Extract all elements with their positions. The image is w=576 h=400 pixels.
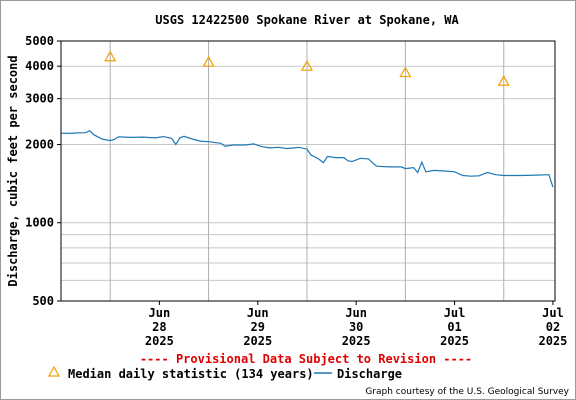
median-marker [300, 59, 313, 71]
x-tick-label: Jun [345, 306, 367, 320]
y-axis-ticks: 500 1000 2000 3000 4000 5000 [25, 34, 61, 308]
x-tick-label: Jul [444, 306, 466, 320]
y-tick-label: 1000 [25, 216, 54, 230]
x-tick-label: 2025 [538, 334, 567, 348]
y-tick-label: 5000 [25, 34, 54, 48]
chart-title: USGS 12422500 Spokane River at Spokane, … [155, 13, 459, 27]
plot-border [60, 40, 556, 302]
legend-label-median: Median daily statistic (134 years) [68, 367, 314, 381]
x-tick-label: Jun [247, 306, 269, 320]
y-tick-label: 3000 [25, 92, 54, 106]
median-marker [104, 50, 117, 62]
x-tick-label: 01 [447, 320, 461, 334]
y-axis-label: Discharge, cubic feet per second [6, 55, 20, 286]
plot-area [61, 41, 555, 301]
grid [61, 41, 555, 301]
x-axis-ticks: Jun282025Jun292025Jun302025Jul012025Jul0… [145, 301, 567, 348]
median-marker [497, 75, 510, 86]
median-marker [399, 66, 412, 78]
x-tick-label: 28 [152, 320, 166, 334]
x-tick-label: 2025 [440, 334, 469, 348]
x-tick-label: 30 [349, 320, 363, 334]
x-tick-label: 02 [546, 320, 560, 334]
x-tick-label: Jun [149, 306, 171, 320]
legend: Median daily statistic (134 years) Discha… [47, 365, 402, 381]
series-layer [60, 50, 554, 188]
x-tick-label: Jul [542, 306, 564, 320]
provisional-note: ---- Provisional Data Subject to Revisio… [140, 352, 472, 366]
discharge-line [60, 129, 554, 188]
legend-label-discharge: Discharge [337, 367, 402, 381]
median-marker [202, 55, 215, 67]
y-tick-label: 2000 [25, 137, 54, 151]
x-tick-label: 2025 [243, 334, 272, 348]
y-tick-label: 500 [32, 294, 54, 308]
x-tick-label: 2025 [145, 334, 174, 348]
credit-text: Graph courtesy of the U.S. Geological Su… [365, 387, 569, 397]
x-tick-label: 29 [251, 320, 265, 334]
x-tick-label: 2025 [342, 334, 371, 348]
legend-triangle-icon [47, 365, 61, 377]
y-tick-label: 4000 [25, 59, 54, 73]
